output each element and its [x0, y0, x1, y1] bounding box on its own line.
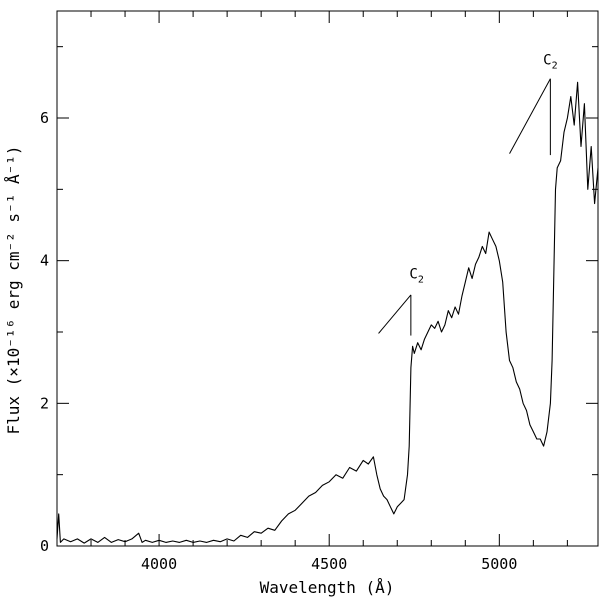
- band-marker-diagonal-0: [378, 294, 412, 334]
- tick-labels-group: 4000 4500 5000 0 2 4 6: [40, 109, 517, 573]
- y-tick-label: 2: [40, 394, 49, 412]
- y-tick-label: 4: [40, 252, 49, 270]
- x-tick-label: 4500: [311, 555, 347, 573]
- y-axis-title: Flux (×10⁻¹⁶ erg cm⁻² s⁻¹ Å⁻¹): [4, 146, 23, 435]
- annotation-layer: C2 C2: [378, 53, 558, 336]
- series-layer: [56, 81, 599, 544]
- band-marker-diagonal-1: [509, 78, 551, 154]
- ticks-group: [56, 11, 598, 547]
- y-tick-label: 6: [40, 109, 49, 127]
- x-tick-label: 4000: [141, 555, 177, 573]
- band-label-1: C2: [543, 53, 557, 72]
- x-axis-title: Wavelength (Å): [260, 578, 395, 597]
- spectrum-line-0: [56, 81, 599, 544]
- x-tick-label: 5000: [481, 555, 517, 573]
- band-label-0: C2: [409, 267, 423, 286]
- y-tick-label: 0: [40, 537, 49, 555]
- plot-frame: [56, 10, 599, 547]
